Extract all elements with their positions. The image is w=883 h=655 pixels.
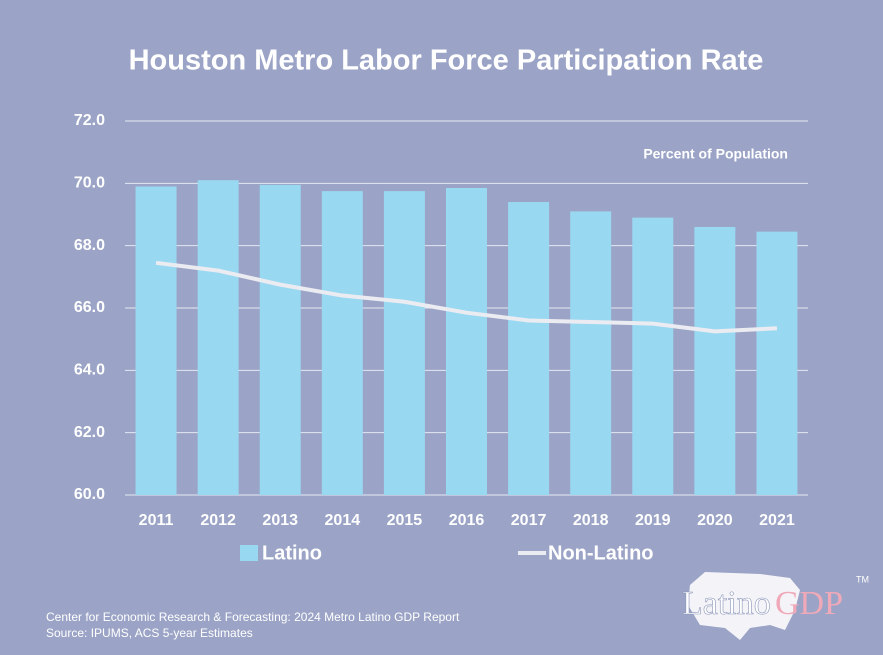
bar: [446, 188, 487, 495]
x-tick-label: 2014: [325, 512, 361, 529]
y-tick-label: 60.0: [74, 486, 105, 503]
source-line: Source: IPUMS, ACS 5-year Estimates: [46, 626, 253, 640]
bar: [259, 184, 301, 495]
x-tick-label: 2021: [759, 512, 795, 529]
legend-label: Latino: [262, 542, 322, 564]
bar: [756, 231, 798, 495]
bar: [570, 211, 612, 495]
y-tick-label: 72.0: [74, 112, 105, 129]
bar: [383, 191, 425, 495]
legend-swatch: [240, 545, 258, 561]
x-tick-label: 2019: [635, 512, 671, 529]
bar: [321, 191, 363, 495]
logo-text: Latino: [682, 585, 771, 622]
line: [155, 260, 778, 334]
bar: [632, 217, 674, 495]
legend-label: Non-Latino: [548, 542, 654, 564]
bar: [135, 186, 177, 495]
y-tick-label: 70.0: [74, 175, 105, 192]
logo-map: [688, 572, 800, 640]
source-line: Center for Economic Research & Forecasti…: [46, 610, 460, 624]
bar: [508, 202, 550, 496]
x-tick-label: 2017: [511, 512, 547, 529]
bar: [694, 226, 736, 495]
logo-mark: TM: [856, 574, 869, 584]
x-tick-label: 2015: [387, 512, 423, 529]
y-tick-label: 68.0: [74, 237, 105, 254]
x-tick-label: 2013: [262, 512, 298, 529]
chart-title: Houston Metro Labor Force Participation …: [129, 45, 764, 77]
y-tick-label: 66.0: [74, 299, 105, 316]
x-tick-label: 2016: [449, 512, 485, 529]
annotation: Percent of Population: [643, 146, 788, 162]
y-tick-label: 64.0: [74, 362, 105, 379]
x-tick-label: 2020: [697, 512, 733, 529]
bar: [197, 180, 239, 495]
y-tick-label: 62.0: [74, 424, 105, 441]
logo-text: GDP: [775, 585, 843, 622]
x-tick-label: 2012: [200, 512, 236, 529]
x-tick-label: 2018: [573, 512, 609, 529]
x-tick-label: 2011: [139, 512, 174, 529]
